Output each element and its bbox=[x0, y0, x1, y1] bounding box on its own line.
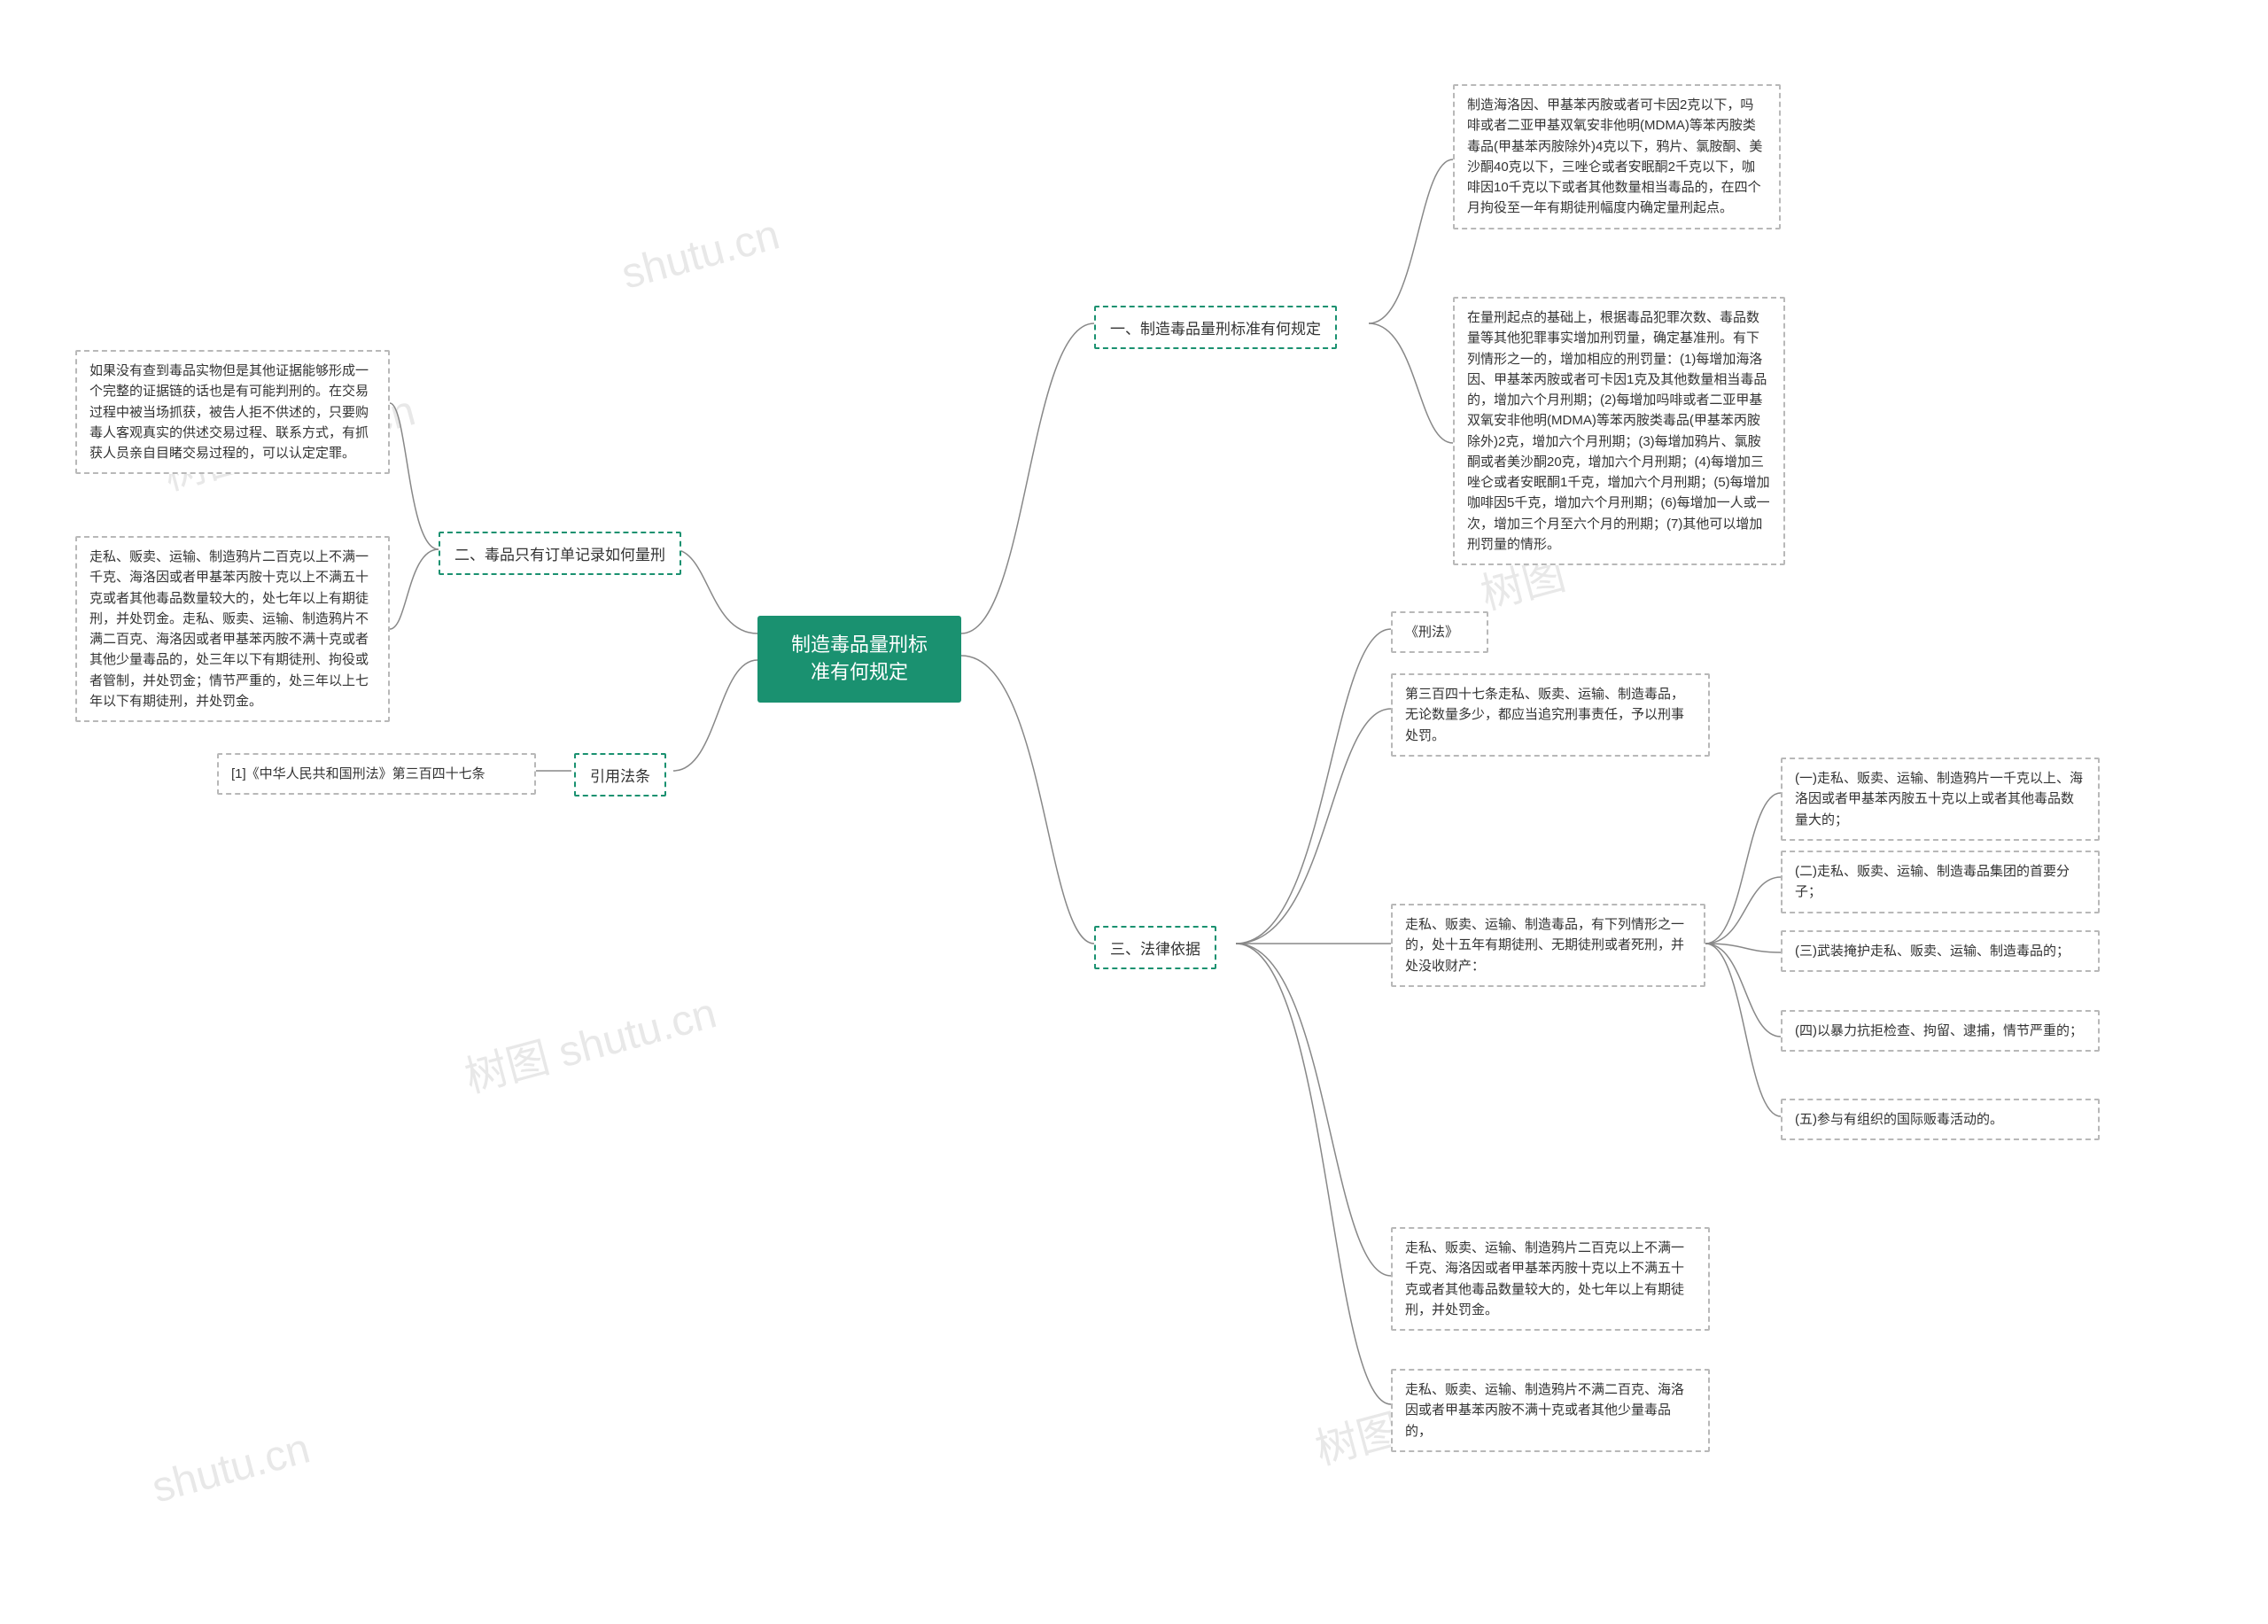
leaf-text: 走私、贩卖、运输、制造鸦片二百克以上不满一千克、海洛因或者甲基苯丙胺十克以上不满… bbox=[89, 549, 369, 709]
leaf-text: 在量刑起点的基础上，根据毒品犯罪次数、毒品数量等其他犯罪事实增加刑罚量，确定基准… bbox=[1467, 310, 1770, 552]
leaf-s3-3-5: (五)参与有组织的国际贩毒活动的。 bbox=[1781, 1099, 2100, 1140]
leaf-s3-3-4: (四)以暴力抗拒检查、拘留、逮捕，情节严重的； bbox=[1781, 1010, 2100, 1052]
leaf-s4-1: [1]《中华人民共和国刑法》第三百四十七条 bbox=[217, 753, 536, 795]
section-1-label: 一、制造毒品量刑标准有何规定 bbox=[1110, 321, 1321, 338]
leaf-text: (二)走私、贩卖、运输、制造毒品集团的首要分子； bbox=[1795, 864, 2070, 899]
leaf-text: (五)参与有组织的国际贩毒活动的。 bbox=[1795, 1112, 2003, 1127]
leaf-text: 制造海洛因、甲基苯丙胺或者可卡因2克以下，吗啡或者二亚甲基双氧安非他明(MDMA… bbox=[1467, 97, 1762, 215]
leaf-s2-2: 走私、贩卖、运输、制造鸦片二百克以上不满一千克、海洛因或者甲基苯丙胺十克以上不满… bbox=[75, 536, 390, 722]
leaf-s1-2: 在量刑起点的基础上，根据毒品犯罪次数、毒品数量等其他犯罪事实增加刑罚量，确定基准… bbox=[1453, 297, 1785, 565]
section-3: 三、法律依据 bbox=[1094, 926, 1216, 969]
leaf-text: (一)走私、贩卖、运输、制造鸦片一千克以上、海洛因或者甲基苯丙胺五十克以上或者其… bbox=[1795, 771, 2083, 828]
section-2-label: 二、毒品只有订单记录如何量刑 bbox=[454, 547, 665, 563]
leaf-text: 走私、贩卖、运输、制造鸦片不满二百克、海洛因或者甲基苯丙胺不满十克或者其他少量毒… bbox=[1405, 1382, 1684, 1439]
leaf-s3-3-1: (一)走私、贩卖、运输、制造鸦片一千克以上、海洛因或者甲基苯丙胺五十克以上或者其… bbox=[1781, 758, 2100, 841]
leaf-s1-1: 制造海洛因、甲基苯丙胺或者可卡因2克以下，吗啡或者二亚甲基双氧安非他明(MDMA… bbox=[1453, 84, 1781, 229]
center-node: 制造毒品量刑标准有何规定 bbox=[757, 616, 961, 703]
section-1: 一、制造毒品量刑标准有何规定 bbox=[1094, 306, 1337, 349]
leaf-s3-3: 走私、贩卖、运输、制造毒品，有下列情形之一的，处十五年有期徒刑、无期徒刑或者死刑… bbox=[1391, 904, 1705, 987]
leaf-text: 第三百四十七条走私、贩卖、运输、制造毒品，无论数量多少，都应当追究刑事责任，予以… bbox=[1405, 687, 1684, 743]
watermark: shutu.cn bbox=[617, 210, 785, 299]
leaf-s3-4: 走私、贩卖、运输、制造鸦片二百克以上不满一千克、海洛因或者甲基苯丙胺十克以上不满… bbox=[1391, 1227, 1710, 1331]
leaf-text: [1]《中华人民共和国刑法》第三百四十七条 bbox=[231, 766, 485, 781]
leaf-s3-3-2: (二)走私、贩卖、运输、制造毒品集团的首要分子； bbox=[1781, 851, 2100, 913]
leaf-text: 如果没有查到毒品实物但是其他证据能够形成一个完整的证据链的话也是有可能判刑的。在… bbox=[89, 363, 369, 461]
leaf-s3-1: 《刑法》 bbox=[1391, 611, 1488, 653]
watermark: shutu.cn bbox=[147, 1424, 315, 1512]
leaf-s3-3-3: (三)武装掩护走私、贩卖、运输、制造毒品的； bbox=[1781, 930, 2100, 972]
leaf-text: (三)武装掩护走私、贩卖、运输、制造毒品的； bbox=[1795, 944, 2070, 959]
leaf-text: (四)以暴力抗拒检查、拘留、逮捕，情节严重的； bbox=[1795, 1023, 2083, 1038]
leaf-text: 走私、贩卖、运输、制造鸦片二百克以上不满一千克、海洛因或者甲基苯丙胺十克以上不满… bbox=[1405, 1240, 1684, 1317]
watermark: 树图 shutu.cn bbox=[457, 978, 722, 1105]
leaf-s3-2: 第三百四十七条走私、贩卖、运输、制造毒品，无论数量多少，都应当追究刑事责任，予以… bbox=[1391, 673, 1710, 757]
center-label: 制造毒品量刑标准有何规定 bbox=[791, 633, 928, 683]
leaf-s3-5: 走私、贩卖、运输、制造鸦片不满二百克、海洛因或者甲基苯丙胺不满十克或者其他少量毒… bbox=[1391, 1369, 1710, 1452]
section-4-label: 引用法条 bbox=[590, 768, 650, 785]
leaf-text: 《刑法》 bbox=[1405, 625, 1458, 640]
section-4: 引用法条 bbox=[574, 753, 666, 796]
leaf-text: 走私、贩卖、运输、制造毒品，有下列情形之一的，处十五年有期徒刑、无期徒刑或者死刑… bbox=[1405, 917, 1684, 974]
leaf-s2-1: 如果没有查到毒品实物但是其他证据能够形成一个完整的证据链的话也是有可能判刑的。在… bbox=[75, 350, 390, 474]
section-3-label: 三、法律依据 bbox=[1110, 941, 1200, 958]
section-2: 二、毒品只有订单记录如何量刑 bbox=[439, 532, 681, 575]
